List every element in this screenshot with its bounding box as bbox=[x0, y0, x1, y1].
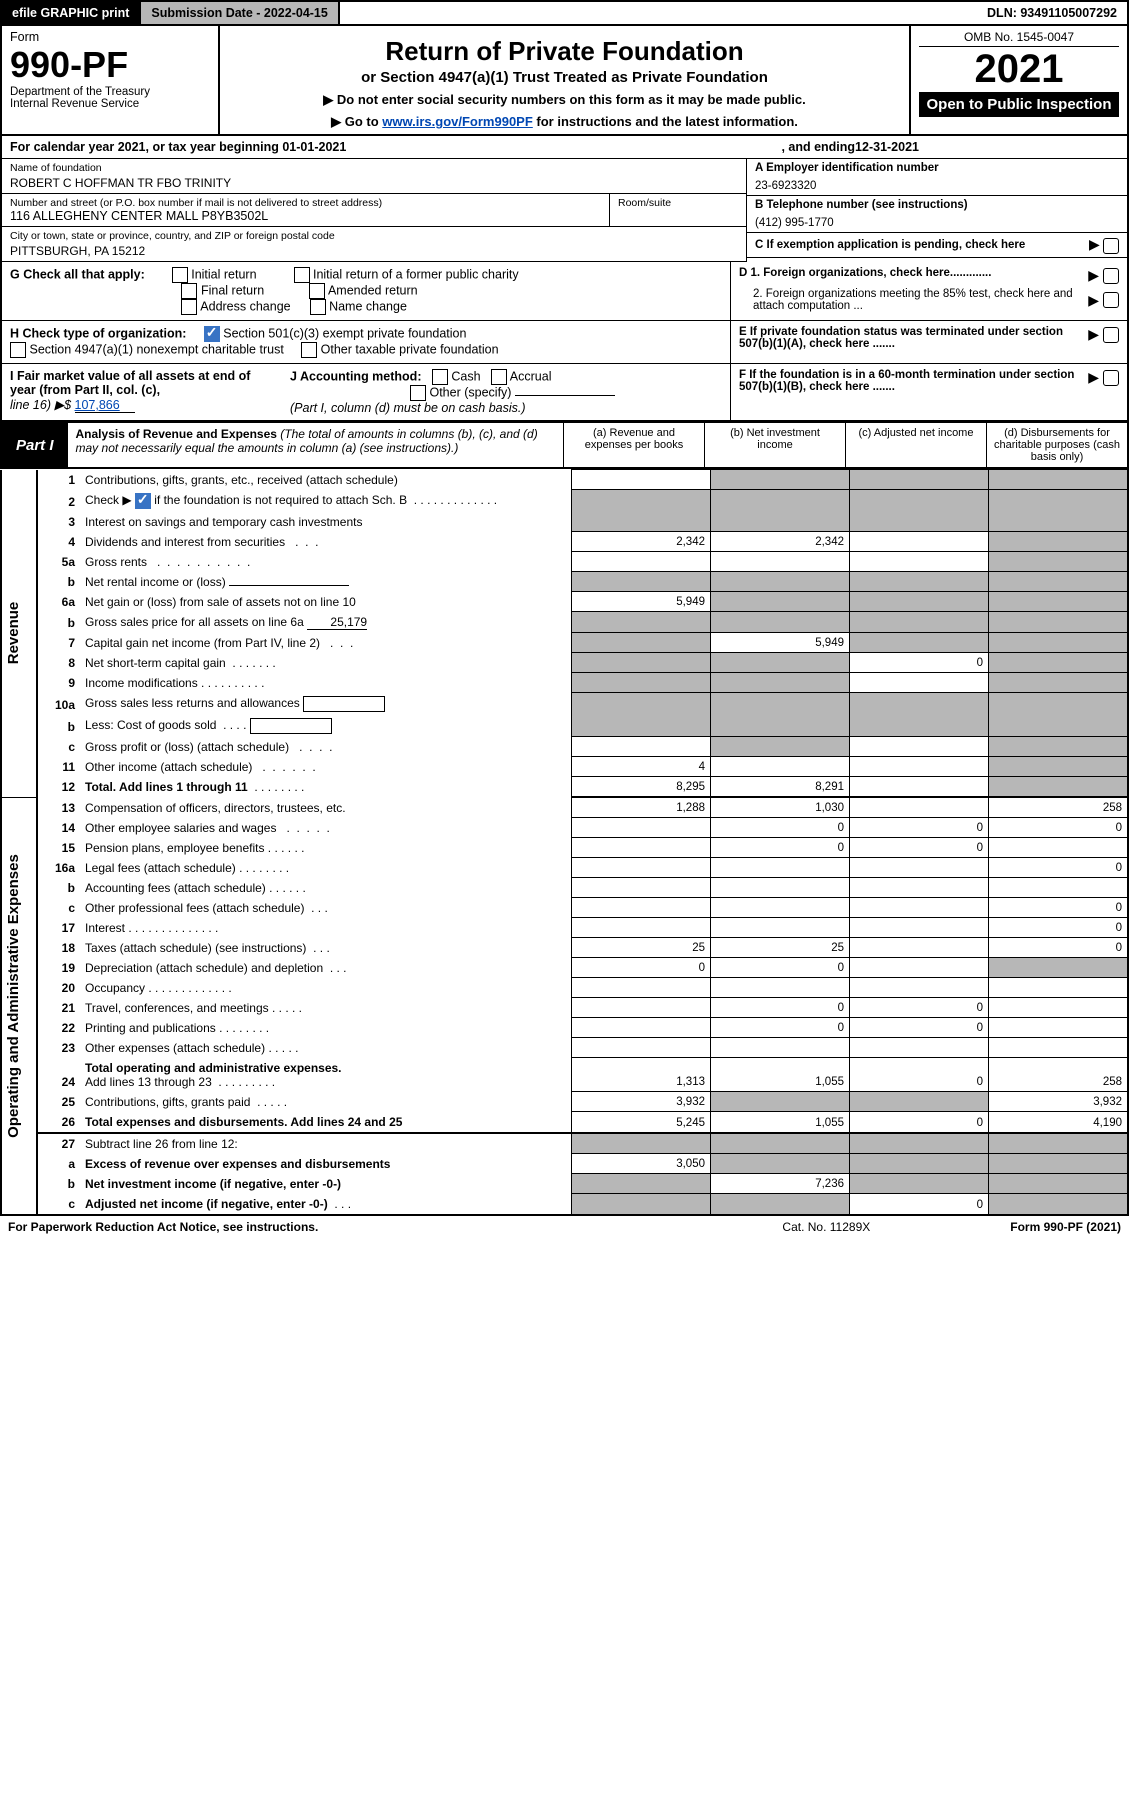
h-501c3-checkbox[interactable] bbox=[204, 326, 220, 342]
g-amended-checkbox[interactable] bbox=[309, 283, 325, 299]
part1-header: Part I Analysis of Revenue and Expenses … bbox=[0, 422, 1129, 469]
g-final-return-checkbox[interactable] bbox=[181, 283, 197, 299]
d1-checkbox[interactable] bbox=[1103, 268, 1119, 284]
dln-label: DLN: 93491105007292 bbox=[977, 2, 1127, 24]
dept-line2: Internal Revenue Service bbox=[10, 98, 210, 110]
form-title: Return of Private Foundation bbox=[228, 36, 901, 67]
g-address-change-checkbox[interactable] bbox=[181, 299, 197, 315]
calendar-year-row: For calendar year 2021, or tax year begi… bbox=[0, 136, 1129, 159]
paperwork-notice: For Paperwork Reduction Act Notice, see … bbox=[8, 1220, 318, 1234]
col-b-header: (b) Net investment income bbox=[704, 423, 845, 467]
expenses-side-label: Operating and Administrative Expenses bbox=[5, 854, 22, 1138]
d2-checkbox[interactable] bbox=[1103, 292, 1119, 308]
form-number: 990-PF bbox=[10, 44, 210, 86]
section-ijf: I Fair market value of all assets at end… bbox=[0, 364, 1129, 422]
city-value: PITTSBURGH, PA 15212 bbox=[10, 242, 738, 258]
exemption-checkbox[interactable] bbox=[1103, 238, 1119, 254]
form-word: Form bbox=[10, 30, 210, 44]
e-checkbox[interactable] bbox=[1103, 327, 1119, 343]
omb-number: OMB No. 1545-0047 bbox=[919, 30, 1119, 47]
col-c-header: (c) Adjusted net income bbox=[845, 423, 986, 467]
section-g: G Check all that apply: Initial return I… bbox=[0, 262, 1129, 321]
col-d-header: (d) Disbursements for charitable purpose… bbox=[986, 423, 1127, 467]
dept-line1: Department of the Treasury bbox=[10, 86, 210, 98]
part1-title: Analysis of Revenue and Expenses bbox=[76, 427, 277, 441]
col-a-header: (a) Revenue and expenses per books bbox=[563, 423, 704, 467]
h-4947-checkbox[interactable] bbox=[10, 342, 26, 358]
entity-block: Name of foundation ROBERT C HOFFMAN TR F… bbox=[0, 159, 1129, 262]
f-label: F If the foundation is in a 60-month ter… bbox=[739, 369, 1088, 393]
topbar: efile GRAPHIC print Submission Date - 20… bbox=[0, 0, 1129, 26]
j-accrual-checkbox[interactable] bbox=[491, 369, 507, 385]
revenue-side-label: Revenue bbox=[5, 602, 22, 665]
open-public-tag: Open to Public Inspection bbox=[919, 92, 1119, 117]
submission-date: Submission Date - 2022-04-15 bbox=[141, 2, 339, 24]
f-checkbox[interactable] bbox=[1103, 370, 1119, 386]
form-note2: ▶ Go to www.irs.gov/Form990PF for instru… bbox=[228, 114, 901, 130]
tax-year: 2021 bbox=[919, 47, 1119, 92]
room-label: Room/suite bbox=[609, 194, 746, 227]
form-ref: Form 990-PF (2021) bbox=[1010, 1220, 1121, 1234]
h-other-checkbox[interactable] bbox=[301, 342, 317, 358]
part1-table: Revenue 1Contributions, gifts, grants, e… bbox=[0, 469, 1129, 1216]
form-header: Form 990-PF Department of the Treasury I… bbox=[0, 26, 1129, 136]
phone-value: (412) 995-1770 bbox=[755, 211, 1119, 229]
foundation-name: ROBERT C HOFFMAN TR FBO TRINITY bbox=[10, 174, 738, 190]
cat-no: Cat. No. 11289X bbox=[782, 1220, 870, 1234]
irs-link[interactable]: www.irs.gov/Form990PF bbox=[382, 114, 533, 129]
i-label: I Fair market value of all assets at end… bbox=[10, 369, 250, 397]
ein-label: A Employer identification number bbox=[755, 162, 1119, 174]
g-initial-return-checkbox[interactable] bbox=[172, 267, 188, 283]
address-label: Number and street (or P.O. box number if… bbox=[10, 197, 601, 209]
j-other-checkbox[interactable] bbox=[410, 385, 426, 401]
efile-button[interactable]: efile GRAPHIC print bbox=[2, 2, 141, 24]
form-note1: ▶ Do not enter social security numbers o… bbox=[228, 92, 901, 108]
foundation-name-label: Name of foundation bbox=[10, 162, 738, 174]
address-value: 116 ALLEGHENY CENTER MALL P8YB3502L bbox=[10, 209, 601, 223]
e-label: E If private foundation status was termi… bbox=[739, 326, 1088, 350]
city-label: City or town, state or province, country… bbox=[10, 230, 738, 242]
g-initial-former-checkbox[interactable] bbox=[294, 267, 310, 283]
form-subtitle: or Section 4947(a)(1) Trust Treated as P… bbox=[228, 69, 901, 86]
phone-label: B Telephone number (see instructions) bbox=[755, 199, 1119, 211]
j-note: (Part I, column (d) must be on cash basi… bbox=[290, 401, 526, 415]
d1-label: D 1. Foreign organizations, check here..… bbox=[739, 267, 991, 284]
j-cash-checkbox[interactable] bbox=[432, 369, 448, 385]
g-label: G Check all that apply: bbox=[10, 267, 145, 281]
j-label: J Accounting method: bbox=[290, 369, 421, 383]
ein-value: 23-6923320 bbox=[755, 174, 1119, 192]
section-h: H Check type of organization: Section 50… bbox=[0, 321, 1129, 364]
fmv-value[interactable]: 107,866 bbox=[75, 398, 135, 413]
g-name-change-checkbox[interactable] bbox=[310, 299, 326, 315]
part1-tag: Part I bbox=[2, 423, 68, 467]
d2-label: 2. Foreign organizations meeting the 85%… bbox=[739, 288, 1088, 312]
exemption-label: C If exemption application is pending, c… bbox=[755, 239, 1025, 251]
page-footer: For Paperwork Reduction Act Notice, see … bbox=[0, 1216, 1129, 1238]
h-label: H Check type of organization: bbox=[10, 326, 186, 340]
schb-checkbox[interactable] bbox=[135, 493, 151, 509]
